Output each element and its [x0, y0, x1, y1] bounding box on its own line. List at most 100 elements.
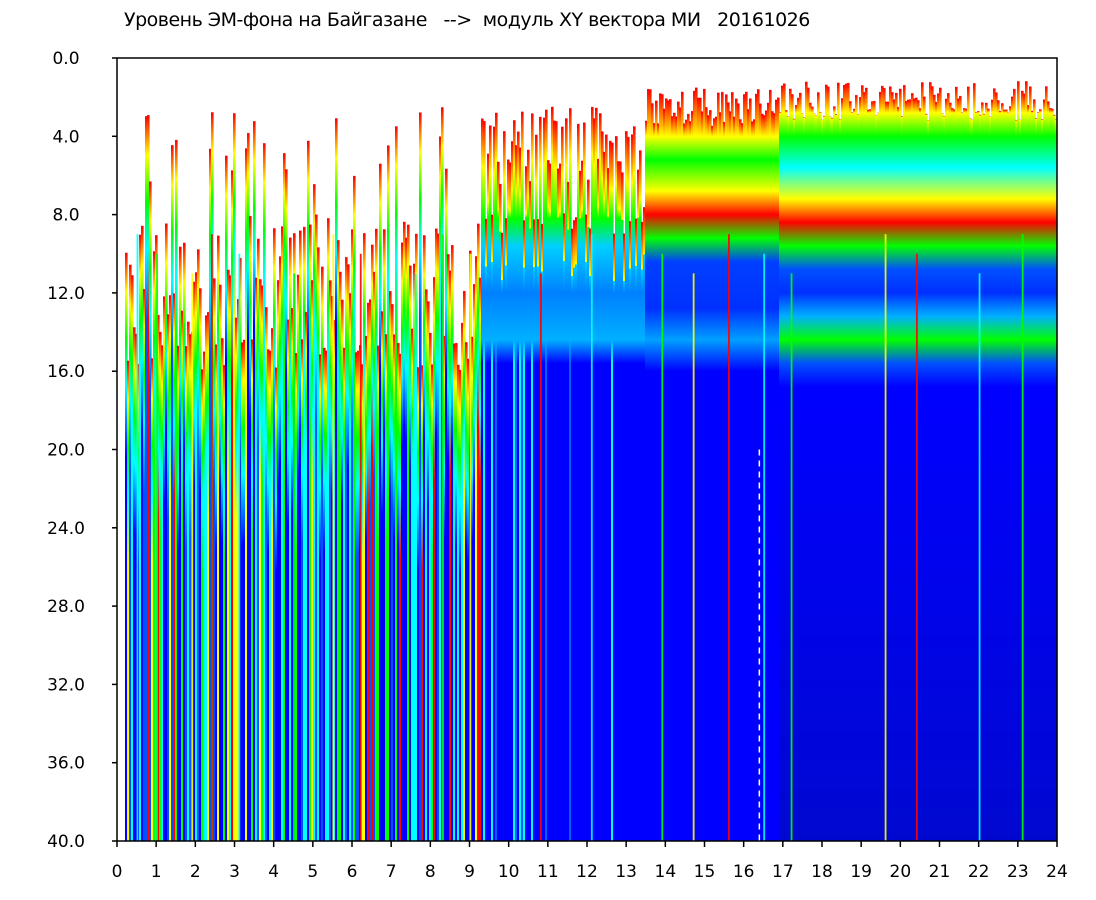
- heatmap-column: [1015, 58, 1018, 841]
- heatmap-column: [615, 58, 618, 841]
- heatmap-column: [951, 58, 954, 841]
- heatmap-column: [1035, 58, 1038, 841]
- heatmap-column: [361, 58, 364, 841]
- heatmap-column: [377, 58, 380, 841]
- heatmap-column: [545, 58, 548, 841]
- y-tick-label: 0.0: [52, 49, 79, 69]
- heatmap-column: [397, 58, 400, 841]
- heatmap-column: [861, 58, 864, 841]
- heatmap-column: [877, 58, 880, 841]
- heatmap-column: [1017, 58, 1020, 841]
- x-tick-label: 8: [425, 862, 436, 882]
- heatmap-column: [629, 58, 632, 841]
- heatmap-column: [961, 58, 964, 841]
- heatmap-column: [893, 58, 896, 841]
- heatmap-column: [669, 58, 672, 841]
- heatmap-column: [331, 58, 334, 841]
- heatmap-column: [227, 58, 230, 841]
- heatmap-streak: [191, 273, 194, 841]
- x-tick-label: 3: [229, 862, 240, 882]
- x-tick-label: 11: [537, 862, 559, 882]
- heatmap-column: [319, 58, 322, 841]
- heatmap-column: [681, 58, 684, 841]
- x-tick-label: 12: [576, 862, 598, 882]
- heatmap-column: [679, 58, 682, 841]
- heatmap-column: [651, 58, 654, 841]
- heatmap-column: [617, 58, 620, 841]
- heatmap-column: [229, 58, 232, 841]
- heatmap-column: [195, 58, 198, 841]
- heatmap-column: [939, 58, 942, 841]
- heatmap-column: [835, 58, 838, 841]
- x-tick-label: 7: [386, 862, 397, 882]
- heatmap-column: [779, 58, 782, 841]
- heatmap-column: [305, 58, 308, 841]
- heatmap-column: [289, 58, 292, 841]
- heatmap-column: [775, 58, 778, 841]
- heatmap-column: [707, 58, 710, 841]
- heatmap-column: [783, 58, 786, 841]
- heatmap-column: [409, 58, 412, 841]
- heatmap-column: [883, 58, 886, 841]
- heatmap-column: [565, 58, 568, 841]
- heatmap-column: [379, 58, 382, 841]
- heatmap-column: [249, 58, 252, 841]
- heatmap-column: [147, 58, 150, 841]
- x-tick-label: 10: [498, 862, 520, 882]
- heatmap-column: [1039, 58, 1042, 841]
- heatmap-column: [309, 58, 312, 841]
- heatmap-column: [385, 58, 388, 841]
- heatmap-column: [321, 58, 324, 841]
- heatmap-column: [907, 58, 910, 841]
- heatmap-column: [517, 58, 520, 841]
- heatmap-column: [899, 58, 902, 841]
- heatmap-column: [497, 58, 500, 841]
- heatmap-streak: [692, 273, 695, 841]
- y-tick-label: 16.0: [47, 362, 85, 382]
- x-tick-label: 24: [1046, 862, 1068, 882]
- heatmap-column: [817, 58, 820, 841]
- heatmap-column: [901, 58, 904, 841]
- heatmap-column: [723, 58, 726, 841]
- heatmap-column: [827, 58, 830, 841]
- heatmap-column: [757, 58, 760, 841]
- heatmap-column: [585, 58, 588, 841]
- heatmap-column: [1043, 58, 1046, 841]
- heatmap-column: [313, 58, 316, 841]
- heatmap-streak: [790, 273, 793, 841]
- heatmap-column: [161, 58, 164, 841]
- heatmap-column: [683, 58, 686, 841]
- heatmap-column: [957, 58, 960, 841]
- heatmap-column: [837, 58, 840, 841]
- heatmap-column: [1005, 58, 1008, 841]
- heatmap-column: [193, 58, 196, 841]
- heatmap-column: [351, 58, 354, 841]
- heatmap-column: [187, 58, 190, 841]
- heatmap-column: [989, 58, 992, 841]
- heatmap-column: [857, 58, 860, 841]
- heatmap-column: [439, 58, 442, 841]
- heatmap-column: [943, 58, 946, 841]
- heatmap-column: [537, 58, 540, 841]
- heatmap-column: [475, 58, 478, 841]
- heatmap-column: [569, 58, 572, 841]
- heatmap-column: [367, 58, 370, 841]
- heatmap-column: [811, 58, 814, 841]
- heatmap-column: [185, 58, 188, 841]
- heatmap-column: [865, 58, 868, 841]
- heatmap-column: [809, 58, 812, 841]
- heatmap-column: [737, 58, 740, 841]
- heatmap-column: [167, 58, 170, 841]
- heatmap-column: [621, 58, 624, 841]
- heatmap-column: [1025, 58, 1028, 841]
- heatmap-column: [371, 58, 374, 841]
- heatmap-column: [999, 58, 1002, 841]
- heatmap-column: [259, 58, 262, 841]
- heatmap-column: [917, 58, 920, 841]
- heatmap-column: [269, 58, 272, 841]
- heatmap-column: [745, 58, 748, 841]
- heatmap-column: [237, 58, 240, 841]
- heatmap-column: [219, 58, 222, 841]
- y-tick-label: 20.0: [47, 441, 85, 461]
- heatmap-column: [329, 58, 332, 841]
